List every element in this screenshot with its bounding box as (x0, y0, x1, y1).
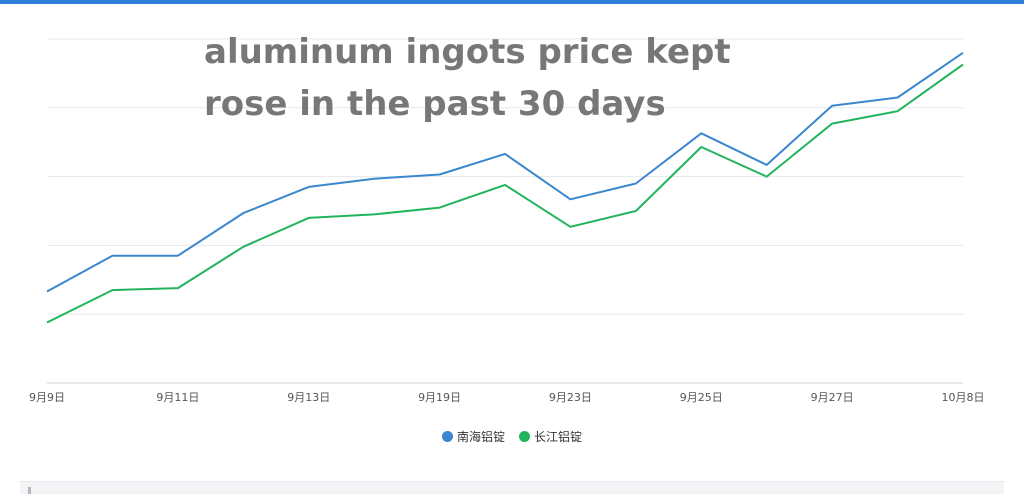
grid-lines (47, 38, 963, 384)
x-tick-label: 9月23日 (549, 391, 592, 404)
series-line-1[interactable] (46, 51, 964, 293)
legend-dot-icon (441, 431, 453, 442)
line-chart: 9月9日 9月11日 9月13日 9月19日 9月23日 9月25日 9月27日 10月8日 (29, 38, 985, 404)
x-tick-label: 9月13日 (287, 391, 330, 404)
chart-card: 9月9日 9月11日 9月13日 9月19日 9月23日 9月25日 9月27日 10月8日 … (0, 4, 1024, 474)
top-accent-bar (0, 0, 1024, 4)
next-section-bar (20, 481, 1004, 494)
x-tick-label: 10月8日 (942, 391, 985, 404)
x-tick-label: 9月9日 (29, 391, 65, 404)
legend-label: 长江铝锭 (534, 430, 583, 444)
series-lines (46, 51, 964, 324)
series-line-2[interactable] (46, 63, 964, 324)
chart-title: aluminum ingots price kept rose in the p… (204, 26, 764, 130)
legend-dot-icon (519, 431, 530, 442)
section-marker (28, 487, 31, 494)
x-tick-label: 9月11日 (156, 391, 199, 404)
chart-title-line-1: aluminum ingots price kept (204, 32, 731, 72)
chart-legend: 南海铝锭 长江铝锭 (0, 428, 1024, 445)
chart-title-line-2: rose in the past 30 days (204, 84, 666, 124)
x-tick-label: 9月27日 (811, 391, 854, 404)
x-tick-label: 9月25日 (680, 391, 723, 404)
legend-item-changjiang[interactable]: 长江铝锭 (519, 428, 582, 445)
legend-item-nanhai[interactable]: 南海铝锭 (441, 428, 505, 445)
x-tick-label: 9月19日 (418, 391, 461, 404)
legend-label: 南海铝锭 (456, 430, 505, 444)
x-axis-ticks: 9月9日 9月11日 9月13日 9月19日 9月23日 9月25日 9月27日 10月8日 (29, 391, 985, 404)
